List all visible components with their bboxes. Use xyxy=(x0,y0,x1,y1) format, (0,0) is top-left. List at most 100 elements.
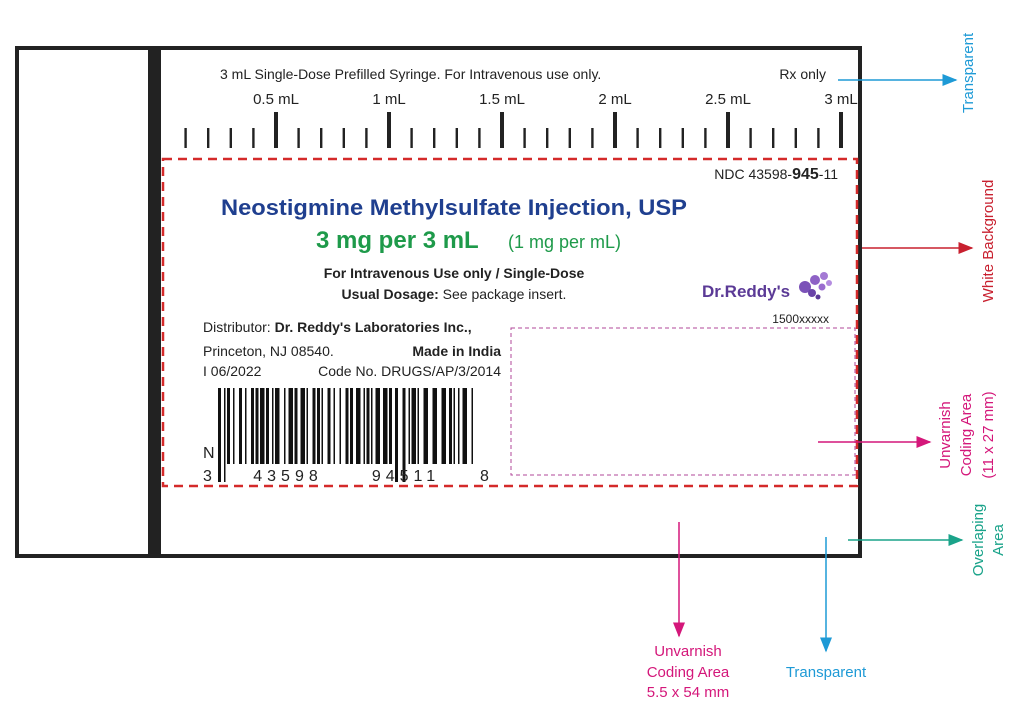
barcode-bar xyxy=(255,388,259,464)
barcode-bar xyxy=(371,388,373,464)
barcode-bar xyxy=(449,388,452,464)
graduation-tick xyxy=(817,128,820,148)
barcode-bar xyxy=(417,388,419,464)
origin: Made in India xyxy=(412,343,501,359)
barcode-bar xyxy=(462,388,467,464)
barcode-bar xyxy=(333,388,335,464)
barcode-bar xyxy=(408,388,410,464)
barcode-bar xyxy=(300,388,305,464)
annotation: Unvarnish xyxy=(654,643,722,660)
dosage-label: Usual Dosage: xyxy=(342,286,439,302)
graduation-tick xyxy=(387,112,391,148)
barcode-bar xyxy=(366,388,370,464)
barcode-bar xyxy=(345,388,349,464)
graduation-tick xyxy=(772,128,775,148)
barcode-digit: 43598 xyxy=(253,468,323,485)
barcode-bar xyxy=(294,388,298,464)
barcode-bar xyxy=(383,388,388,464)
barcode-bar xyxy=(471,388,473,464)
coding-area-border xyxy=(510,327,856,476)
barcode-bar xyxy=(224,388,226,482)
barcode-bar xyxy=(227,388,230,464)
barcode-bar xyxy=(363,388,365,464)
distributor-name: Dr. Reddy's Laboratories Inc., xyxy=(271,319,472,335)
barcode-digit: 8 xyxy=(480,468,489,485)
item-code: 1500xxxxx xyxy=(772,312,829,326)
barcode-bar xyxy=(317,388,320,464)
barcode-bar xyxy=(275,388,280,464)
graduation-tick xyxy=(184,128,187,148)
graduation-tick xyxy=(207,128,210,148)
barcode-bar xyxy=(312,388,316,464)
graduation-tick xyxy=(229,128,232,148)
graduation-tick xyxy=(455,128,458,148)
graduation-label: 0.5 mL xyxy=(253,91,299,108)
barcode-bar xyxy=(389,388,392,464)
annotation: 5.5 x 54 mm xyxy=(647,684,730,701)
graduation-tick xyxy=(726,112,730,148)
route: For Intravenous Use only / Single-Dose xyxy=(324,265,585,281)
product-name: Neostigmine Methylsulfate Injection, USP xyxy=(221,195,687,220)
distributor: Distributor: Dr. Reddy's Laboratories In… xyxy=(203,319,472,335)
barcode-digit: 94511 xyxy=(372,468,440,485)
graduation-tick xyxy=(478,128,481,148)
barcode-bar xyxy=(245,388,247,464)
graduation-tick xyxy=(591,128,594,148)
annotation: Unvarnish xyxy=(937,401,954,469)
graduation-tick xyxy=(523,128,526,148)
graduation-tick xyxy=(252,128,255,148)
barcode-bar xyxy=(266,388,269,464)
annotation: (11 x 27 mm) xyxy=(980,391,997,478)
graduation-tick xyxy=(546,128,549,148)
dosage-text: See package insert. xyxy=(439,286,567,302)
graduation-label: 1.5 mL xyxy=(479,91,525,108)
barcode-bar xyxy=(432,388,437,464)
barcode-bar xyxy=(327,388,331,464)
barcode-bar xyxy=(339,388,341,464)
graduation-tick xyxy=(274,112,278,148)
barcode-bar xyxy=(423,388,428,464)
barcode-bar xyxy=(239,388,242,464)
barcode-prefix: N xyxy=(203,445,215,462)
graduation-tick xyxy=(297,128,300,148)
graduation-tick xyxy=(839,112,843,148)
dosage: Usual Dosage: See package insert. xyxy=(342,286,567,302)
code-number: Code No. DRUGS/AP/3/2014 xyxy=(318,363,501,379)
graduation-tick xyxy=(636,128,639,148)
barcode xyxy=(218,388,473,482)
graduation-label: 1 mL xyxy=(372,91,405,108)
ndc: NDC 43598-945-11 xyxy=(714,166,838,183)
graduation-tick xyxy=(794,128,797,148)
barcode-bar xyxy=(441,388,446,464)
rx-only: Rx only xyxy=(779,66,826,82)
annotation: Transparent xyxy=(960,32,977,113)
graduation-tick xyxy=(365,128,368,148)
barcode-bar xyxy=(458,388,460,464)
barcode-bar xyxy=(356,388,361,464)
barcode-bar xyxy=(218,388,221,482)
annotation: Overlaping xyxy=(970,504,987,577)
graduation-label: 2.5 mL xyxy=(705,91,751,108)
barcode-bar xyxy=(411,388,416,464)
graduation-tick xyxy=(500,112,504,148)
barcode-bar xyxy=(284,388,286,464)
barcode-bar xyxy=(233,388,235,464)
graduation-tick xyxy=(749,128,752,148)
barcode-bar xyxy=(375,388,380,464)
barcode-bar xyxy=(251,388,254,464)
graduation-tick xyxy=(659,128,662,148)
graduation-tick xyxy=(433,128,436,148)
ndc-suffix: -11 xyxy=(819,166,838,182)
graduation-tick xyxy=(681,128,684,148)
graduation-label: 2 mL xyxy=(598,91,631,108)
syringe-description: 3 mL Single-Dose Prefilled Syringe. For … xyxy=(220,66,601,82)
barcode-bar xyxy=(453,388,455,464)
barcode-bar xyxy=(395,388,398,482)
brand-logo: Dr.Reddy's xyxy=(702,272,832,301)
white-area-border xyxy=(161,157,859,488)
barcode-bar xyxy=(321,388,323,464)
graduation-tick xyxy=(568,128,571,148)
annotation: Area xyxy=(990,524,1007,556)
barcode-bar xyxy=(350,388,353,464)
